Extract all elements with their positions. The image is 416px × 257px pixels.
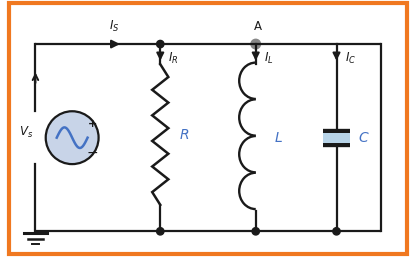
- Text: −: −: [87, 146, 98, 160]
- Text: $I_R$: $I_R$: [168, 51, 179, 66]
- Circle shape: [333, 228, 340, 235]
- Circle shape: [46, 111, 99, 164]
- Text: $I_C$: $I_C$: [344, 51, 356, 66]
- Circle shape: [156, 228, 164, 235]
- Text: $I_S$: $I_S$: [109, 19, 119, 34]
- Text: L: L: [275, 131, 282, 145]
- Text: A: A: [254, 20, 262, 33]
- Text: $I_L$: $I_L$: [264, 51, 273, 66]
- Text: $V_s$: $V_s$: [20, 125, 34, 140]
- Circle shape: [156, 40, 164, 48]
- Text: R: R: [179, 127, 189, 142]
- Bar: [323, 133, 350, 143]
- Text: +: +: [88, 119, 97, 129]
- FancyBboxPatch shape: [9, 3, 407, 254]
- Circle shape: [252, 228, 260, 235]
- Circle shape: [251, 39, 260, 49]
- Text: C: C: [359, 131, 368, 145]
